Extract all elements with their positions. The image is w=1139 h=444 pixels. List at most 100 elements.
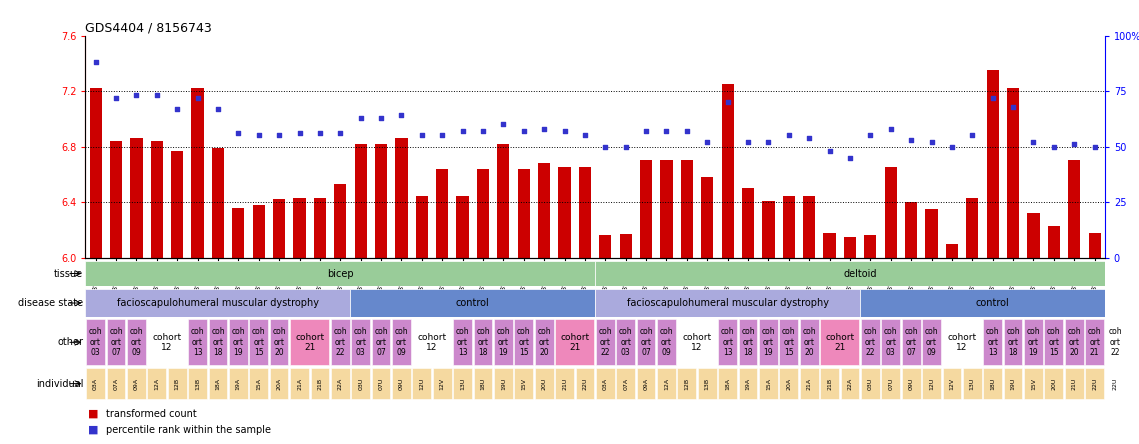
Bar (535, 319, 554, 365)
Bar (412, 368, 432, 399)
Text: coh
ort
09: coh ort 09 (659, 327, 673, 357)
Bar (1089, 233, 1100, 258)
Point (964, 132, 982, 139)
Bar (107, 368, 125, 399)
Text: cohort
21: cohort 21 (826, 333, 854, 352)
Text: 22U: 22U (1092, 377, 1097, 390)
Text: coh
ort
22: coh ort 22 (1108, 327, 1122, 357)
Bar (494, 319, 513, 365)
Text: 03A: 03A (603, 377, 608, 390)
Text: 18U: 18U (990, 377, 995, 390)
Text: coh
ort
13: coh ort 13 (190, 327, 204, 357)
Bar (861, 368, 879, 399)
Point (494, 121, 513, 128)
Bar (575, 368, 595, 399)
Point (943, 143, 961, 150)
Point (1044, 143, 1063, 150)
Bar (820, 319, 859, 365)
Text: coh
ort
20: coh ort 20 (272, 327, 286, 357)
Bar (128, 319, 146, 365)
Text: coh
ort
18: coh ort 18 (476, 327, 490, 357)
Bar (90, 88, 101, 258)
Bar (962, 368, 982, 399)
Text: GDS4404 / 8156743: GDS4404 / 8156743 (85, 21, 212, 34)
Point (1003, 103, 1022, 110)
Bar (902, 368, 920, 399)
Text: disease state: disease state (18, 298, 83, 308)
Text: coh
ort
13: coh ort 13 (721, 327, 735, 357)
Bar (416, 197, 428, 258)
Text: control: control (976, 298, 1009, 308)
Text: 19U: 19U (1010, 377, 1016, 390)
Point (1024, 139, 1042, 146)
Text: facioscapulohumeral muscular dystrophy: facioscapulohumeral muscular dystrophy (626, 298, 829, 308)
Text: ■: ■ (88, 409, 98, 419)
Bar (331, 368, 350, 399)
Text: coh
ort
19: coh ort 19 (1026, 327, 1040, 357)
Text: ■: ■ (88, 425, 98, 435)
Text: 15A: 15A (256, 377, 261, 390)
Bar (861, 319, 879, 365)
Point (412, 132, 431, 139)
Text: other: other (57, 337, 83, 347)
Bar (294, 198, 305, 258)
Bar (555, 368, 574, 399)
Bar (555, 319, 595, 365)
Bar (130, 138, 142, 258)
Bar (558, 167, 571, 258)
Point (208, 105, 227, 112)
Bar (538, 163, 550, 258)
Text: deltoid: deltoid (843, 269, 877, 278)
Point (535, 125, 554, 132)
Bar (945, 244, 958, 258)
Text: 18A: 18A (215, 377, 221, 390)
Point (311, 130, 329, 137)
Point (719, 99, 737, 106)
Bar (719, 319, 737, 365)
Bar (85, 289, 351, 317)
Text: coh
ort
15: coh ort 15 (252, 327, 265, 357)
Text: 12A: 12A (664, 377, 669, 390)
Bar (351, 319, 370, 365)
Text: coh
ort
20: coh ort 20 (1067, 327, 1081, 357)
Bar (882, 319, 900, 365)
Bar (128, 368, 146, 399)
Bar (906, 202, 917, 258)
Point (678, 127, 696, 135)
Bar (474, 368, 492, 399)
Point (229, 130, 247, 137)
Point (861, 132, 879, 139)
Bar (800, 319, 819, 365)
Bar (844, 237, 857, 258)
Bar (637, 368, 655, 399)
Text: 12V: 12V (440, 377, 444, 390)
Point (249, 132, 268, 139)
Text: coh
ort
07: coh ort 07 (639, 327, 653, 357)
Point (698, 139, 716, 146)
Bar (698, 368, 716, 399)
Text: 21A: 21A (297, 377, 302, 390)
Point (616, 143, 634, 150)
Text: 12U: 12U (929, 377, 934, 390)
Text: 22A: 22A (847, 377, 852, 390)
Bar (616, 368, 636, 399)
Bar (208, 368, 228, 399)
Point (372, 114, 391, 121)
Point (1085, 143, 1104, 150)
Bar (762, 201, 775, 258)
Bar (702, 177, 713, 258)
Bar (741, 188, 754, 258)
Text: bicep: bicep (327, 269, 353, 278)
Bar (1106, 319, 1124, 365)
Text: 21U: 21U (562, 377, 567, 390)
Text: coh
ort
20: coh ort 20 (538, 327, 551, 357)
Bar (290, 319, 329, 365)
Bar (107, 319, 125, 365)
Text: 07U: 07U (378, 377, 384, 390)
Text: coh
ort
19: coh ort 19 (762, 327, 776, 357)
Bar (1003, 319, 1023, 365)
Text: 15A: 15A (765, 377, 771, 390)
Point (392, 112, 410, 119)
Text: 09A: 09A (644, 377, 648, 390)
Bar (681, 160, 693, 258)
